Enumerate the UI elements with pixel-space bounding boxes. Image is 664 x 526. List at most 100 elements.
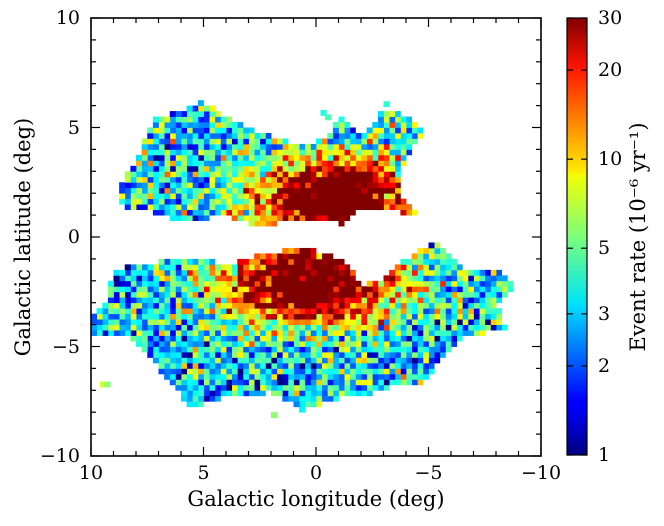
heatmap-cell xyxy=(276,330,283,336)
heatmap-cell xyxy=(321,280,328,287)
x-tick-label: 0 xyxy=(310,462,322,484)
heatmap-cell xyxy=(344,275,351,282)
heatmap-cell xyxy=(271,253,278,260)
heatmap-cell xyxy=(473,302,480,309)
heatmap-cell xyxy=(349,324,356,331)
heatmap-cell xyxy=(445,286,452,293)
heatmap-cell xyxy=(271,297,278,304)
heatmap-cell xyxy=(214,154,221,161)
heatmap-cell xyxy=(361,379,368,386)
heatmap-cell xyxy=(383,362,390,369)
heatmap-cell xyxy=(434,319,441,326)
heatmap-cell xyxy=(181,330,188,336)
heatmap-cell xyxy=(209,275,216,282)
heatmap-cell xyxy=(332,357,339,364)
heatmap-cell xyxy=(152,127,159,134)
heatmap-cell xyxy=(316,346,323,353)
heatmap-cell xyxy=(220,341,227,347)
heatmap-cell xyxy=(332,149,339,156)
heatmap-cell xyxy=(192,324,199,331)
heatmap-cell xyxy=(147,193,154,200)
heatmap-cell xyxy=(259,335,266,342)
heatmap-cell xyxy=(226,330,233,336)
heatmap-cell xyxy=(271,308,278,315)
heatmap-cell xyxy=(220,330,227,336)
heatmap-cell xyxy=(214,269,221,276)
heatmap-cell xyxy=(197,193,204,200)
heatmap-cell xyxy=(327,297,334,304)
heatmap-cell xyxy=(169,313,176,320)
heatmap-cell xyxy=(344,149,351,156)
heatmap-cell xyxy=(383,319,390,326)
heatmap-cell xyxy=(130,171,137,178)
heatmap-cell xyxy=(462,324,469,331)
heatmap-cell xyxy=(304,215,311,221)
heatmap-cell xyxy=(389,341,396,347)
heatmap-cell xyxy=(214,116,221,123)
heatmap-cell xyxy=(434,351,441,358)
heatmap-cell xyxy=(383,154,390,161)
heatmap-cell xyxy=(209,138,216,145)
heatmap-cell xyxy=(254,275,261,282)
heatmap-cell xyxy=(164,308,171,315)
heatmap-cell xyxy=(327,373,334,380)
heatmap-cell xyxy=(293,247,300,254)
heatmap-cell xyxy=(439,280,446,287)
heatmap-cell xyxy=(332,341,339,347)
heatmap-cell xyxy=(107,280,114,287)
heatmap-cell xyxy=(422,362,429,369)
heatmap-cell xyxy=(186,275,193,282)
heatmap-cell xyxy=(214,143,221,150)
heatmap-cell xyxy=(175,264,182,271)
heatmap-cell xyxy=(265,302,272,309)
heatmap-cell xyxy=(406,308,413,315)
heatmap-cell xyxy=(152,122,159,128)
heatmap-cell xyxy=(451,324,458,331)
heatmap-cell xyxy=(192,116,199,123)
heatmap-cell xyxy=(130,335,137,342)
heatmap-cell xyxy=(422,269,429,276)
heatmap-cell xyxy=(406,297,413,304)
heatmap-cell xyxy=(417,319,424,326)
heatmap-cell xyxy=(107,313,114,320)
heatmap-cell xyxy=(439,324,446,331)
heatmap-cell xyxy=(377,379,384,386)
heatmap-cell xyxy=(124,204,131,211)
heatmap-cell xyxy=(327,341,334,347)
heatmap-cell xyxy=(271,286,278,293)
heatmap-cell xyxy=(113,313,120,320)
heatmap-cell xyxy=(422,253,429,260)
heatmap-cell xyxy=(175,286,182,293)
heatmap-cell xyxy=(242,280,249,287)
heatmap-cell xyxy=(259,313,266,320)
heatmap-cell xyxy=(316,313,323,320)
heatmap-cell xyxy=(192,302,199,309)
heatmap-cell xyxy=(265,319,272,326)
heatmap-cell xyxy=(310,171,317,178)
heatmap-cell xyxy=(338,313,345,320)
heatmap-cell xyxy=(175,143,182,150)
heatmap-cell xyxy=(361,357,368,364)
heatmap-cell xyxy=(158,187,165,194)
heatmap-cell xyxy=(259,341,266,347)
heatmap-cell xyxy=(304,384,311,391)
heatmap-cell xyxy=(169,351,176,358)
heatmap-cell xyxy=(152,132,159,139)
heatmap-cell xyxy=(226,341,233,347)
heatmap-cell xyxy=(372,198,379,205)
heatmap-cell xyxy=(209,182,216,189)
heatmap-cell xyxy=(304,351,311,358)
heatmap-cell xyxy=(361,154,368,161)
heatmap-cell xyxy=(361,335,368,342)
heatmap-cell xyxy=(389,143,396,150)
heatmap-cell xyxy=(254,198,261,205)
heatmap-cell xyxy=(411,357,418,364)
heatmap-cell xyxy=(422,297,429,304)
heatmap-cell xyxy=(248,280,255,287)
heatmap-cell xyxy=(214,291,221,298)
heatmap-cell xyxy=(287,384,294,391)
heatmap-cell xyxy=(422,286,429,293)
heatmap-cell xyxy=(197,335,204,342)
heatmap-cell xyxy=(316,373,323,380)
heatmap-cell xyxy=(451,308,458,315)
